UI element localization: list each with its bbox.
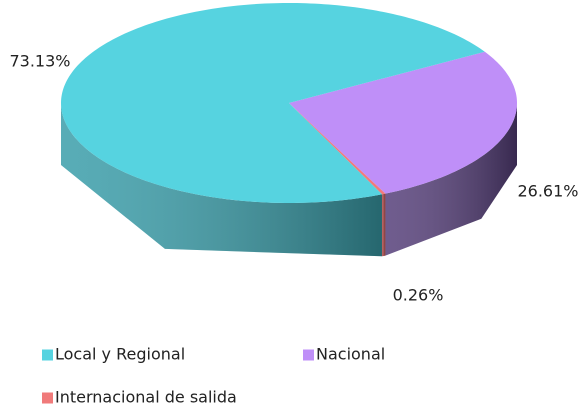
slice [289, 51, 517, 194]
legend-swatch [303, 349, 314, 361]
slice-side-shade [385, 103, 517, 256]
legend-label: Nacional [316, 345, 385, 364]
legend-label: Local y Regional [55, 345, 185, 364]
data-label: 26.61% [517, 182, 578, 201]
legend-swatch [42, 349, 53, 361]
slice [61, 3, 485, 203]
slice-side-shade [381, 193, 386, 257]
data-label: 73.13% [9, 52, 70, 71]
data-label: 0.26% [393, 286, 444, 305]
legend-swatch [42, 392, 53, 404]
slice-side-shade [61, 103, 382, 257]
legend-label: Internacional de salida [55, 388, 237, 407]
slice [289, 103, 386, 195]
